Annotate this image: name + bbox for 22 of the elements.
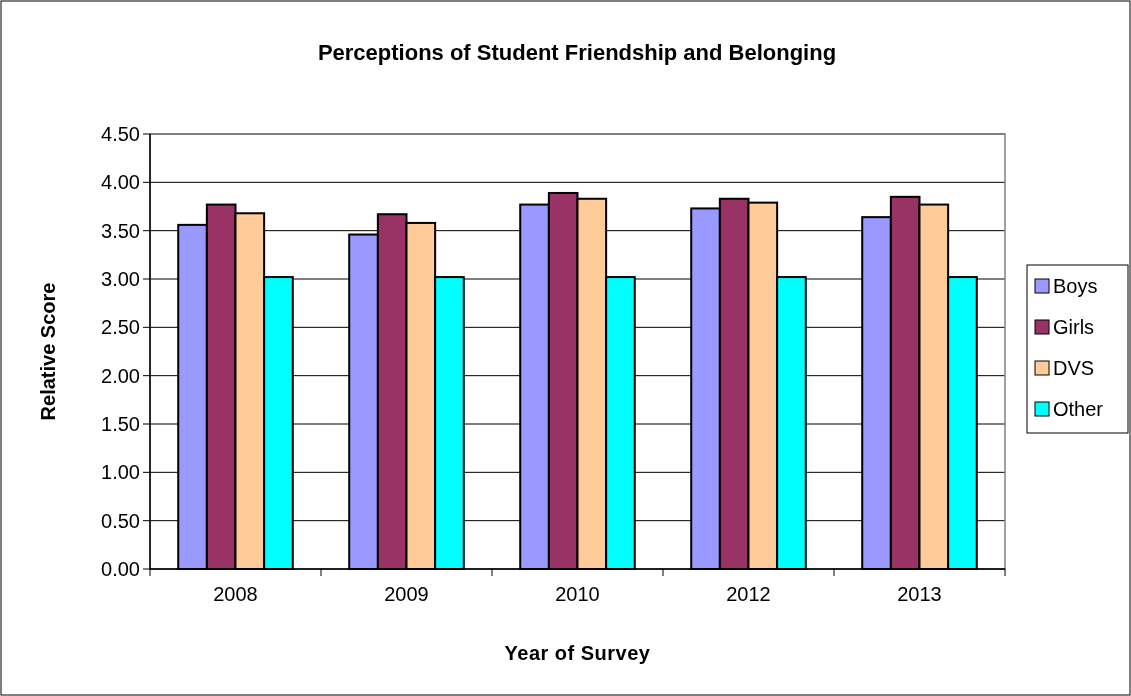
x-tick-label: 2013 bbox=[897, 583, 942, 605]
x-axis-title: Year of Survey bbox=[504, 642, 651, 664]
x-tick-label: 2010 bbox=[555, 583, 600, 605]
x-tick-label: 2008 bbox=[213, 583, 258, 605]
y-tick-label: 1.00 bbox=[101, 461, 140, 484]
y-tick-label: 2.00 bbox=[101, 364, 140, 387]
legend-label: Boys bbox=[1053, 275, 1098, 297]
y-tick-label: 3.50 bbox=[101, 219, 140, 242]
y-tick-label: 4.00 bbox=[101, 171, 140, 194]
y-tick-label: 4.50 bbox=[101, 123, 140, 145]
y-tick-label: 2.50 bbox=[101, 316, 140, 339]
y-tick-label: 1.50 bbox=[101, 413, 140, 435]
x-tick-label: 2009 bbox=[384, 583, 429, 605]
legend-label: DVS bbox=[1053, 357, 1095, 379]
legend-label: Girls bbox=[1053, 316, 1095, 338]
y-tick-label: 0.50 bbox=[101, 509, 140, 532]
legend-label: Other bbox=[1053, 398, 1104, 420]
y-tick-label: 0.00 bbox=[101, 558, 140, 580]
x-tick-label: 2012 bbox=[726, 583, 771, 605]
y-axis-title: Relative Score bbox=[37, 282, 59, 421]
chart-title: Perceptions of Student Friendship and Belonging bbox=[317, 40, 837, 65]
y-tick-label: 3.00 bbox=[101, 268, 140, 290]
